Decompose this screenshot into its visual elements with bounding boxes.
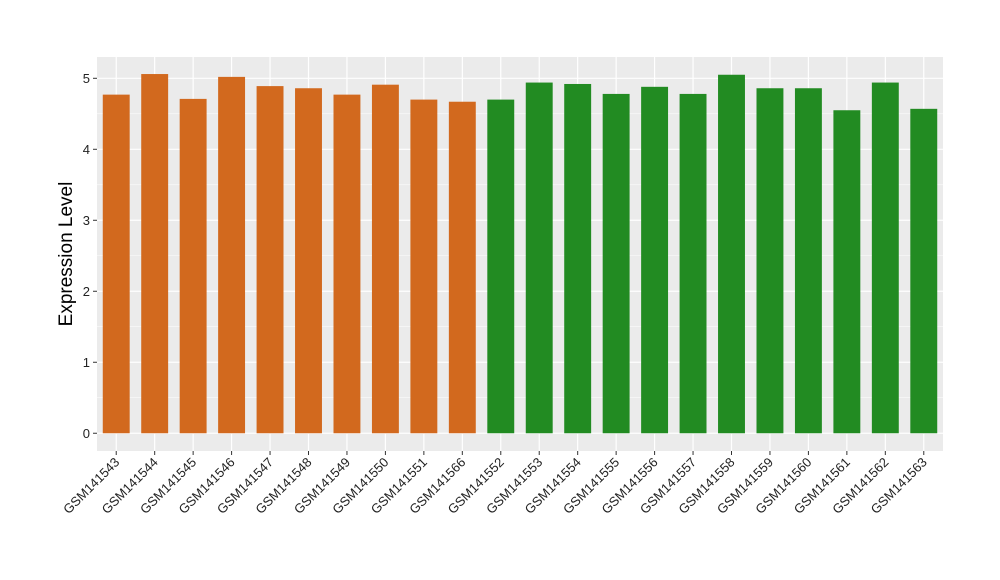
y-tick-label: 3 bbox=[83, 213, 90, 228]
y-tick-label: 1 bbox=[83, 355, 90, 370]
bar-GSM141543 bbox=[102, 94, 130, 434]
bar-GSM141562 bbox=[871, 82, 899, 434]
bars bbox=[102, 74, 938, 434]
bar-GSM141556 bbox=[641, 86, 669, 434]
bar-GSM141555 bbox=[602, 93, 630, 434]
bar-GSM141544 bbox=[141, 74, 169, 434]
y-axis-title: Expression Level bbox=[56, 182, 77, 327]
y-tick-label: 0 bbox=[83, 426, 90, 441]
bar-GSM141558 bbox=[718, 74, 745, 434]
bar-GSM141563 bbox=[910, 108, 938, 434]
bar-GSM141557 bbox=[679, 93, 707, 434]
bar-GSM141552 bbox=[487, 99, 515, 434]
bar-GSM141566 bbox=[448, 101, 476, 434]
bar-GSM141547 bbox=[256, 86, 284, 434]
x-axis: GSM141543GSM141544GSM141545GSM141546GSM1… bbox=[60, 451, 930, 517]
bar-GSM141561 bbox=[833, 110, 861, 434]
bar-GSM141549 bbox=[333, 94, 361, 434]
bar-GSM141546 bbox=[218, 76, 246, 434]
bar-GSM141551 bbox=[410, 99, 438, 434]
bar-GSM141554 bbox=[564, 83, 592, 434]
bar-GSM141560 bbox=[794, 88, 822, 434]
bar-GSM141553 bbox=[525, 82, 553, 434]
bar-GSM141550 bbox=[371, 84, 399, 434]
bar-GSM141545 bbox=[179, 98, 207, 434]
bar-GSM141548 bbox=[295, 88, 322, 434]
y-axis: 0 1 2 3 4 5 bbox=[83, 71, 97, 441]
y-tick-label: 2 bbox=[83, 284, 90, 299]
y-tick-label: 4 bbox=[83, 142, 90, 157]
y-tick-label: 5 bbox=[83, 71, 90, 86]
bar-GSM141559 bbox=[756, 88, 784, 434]
